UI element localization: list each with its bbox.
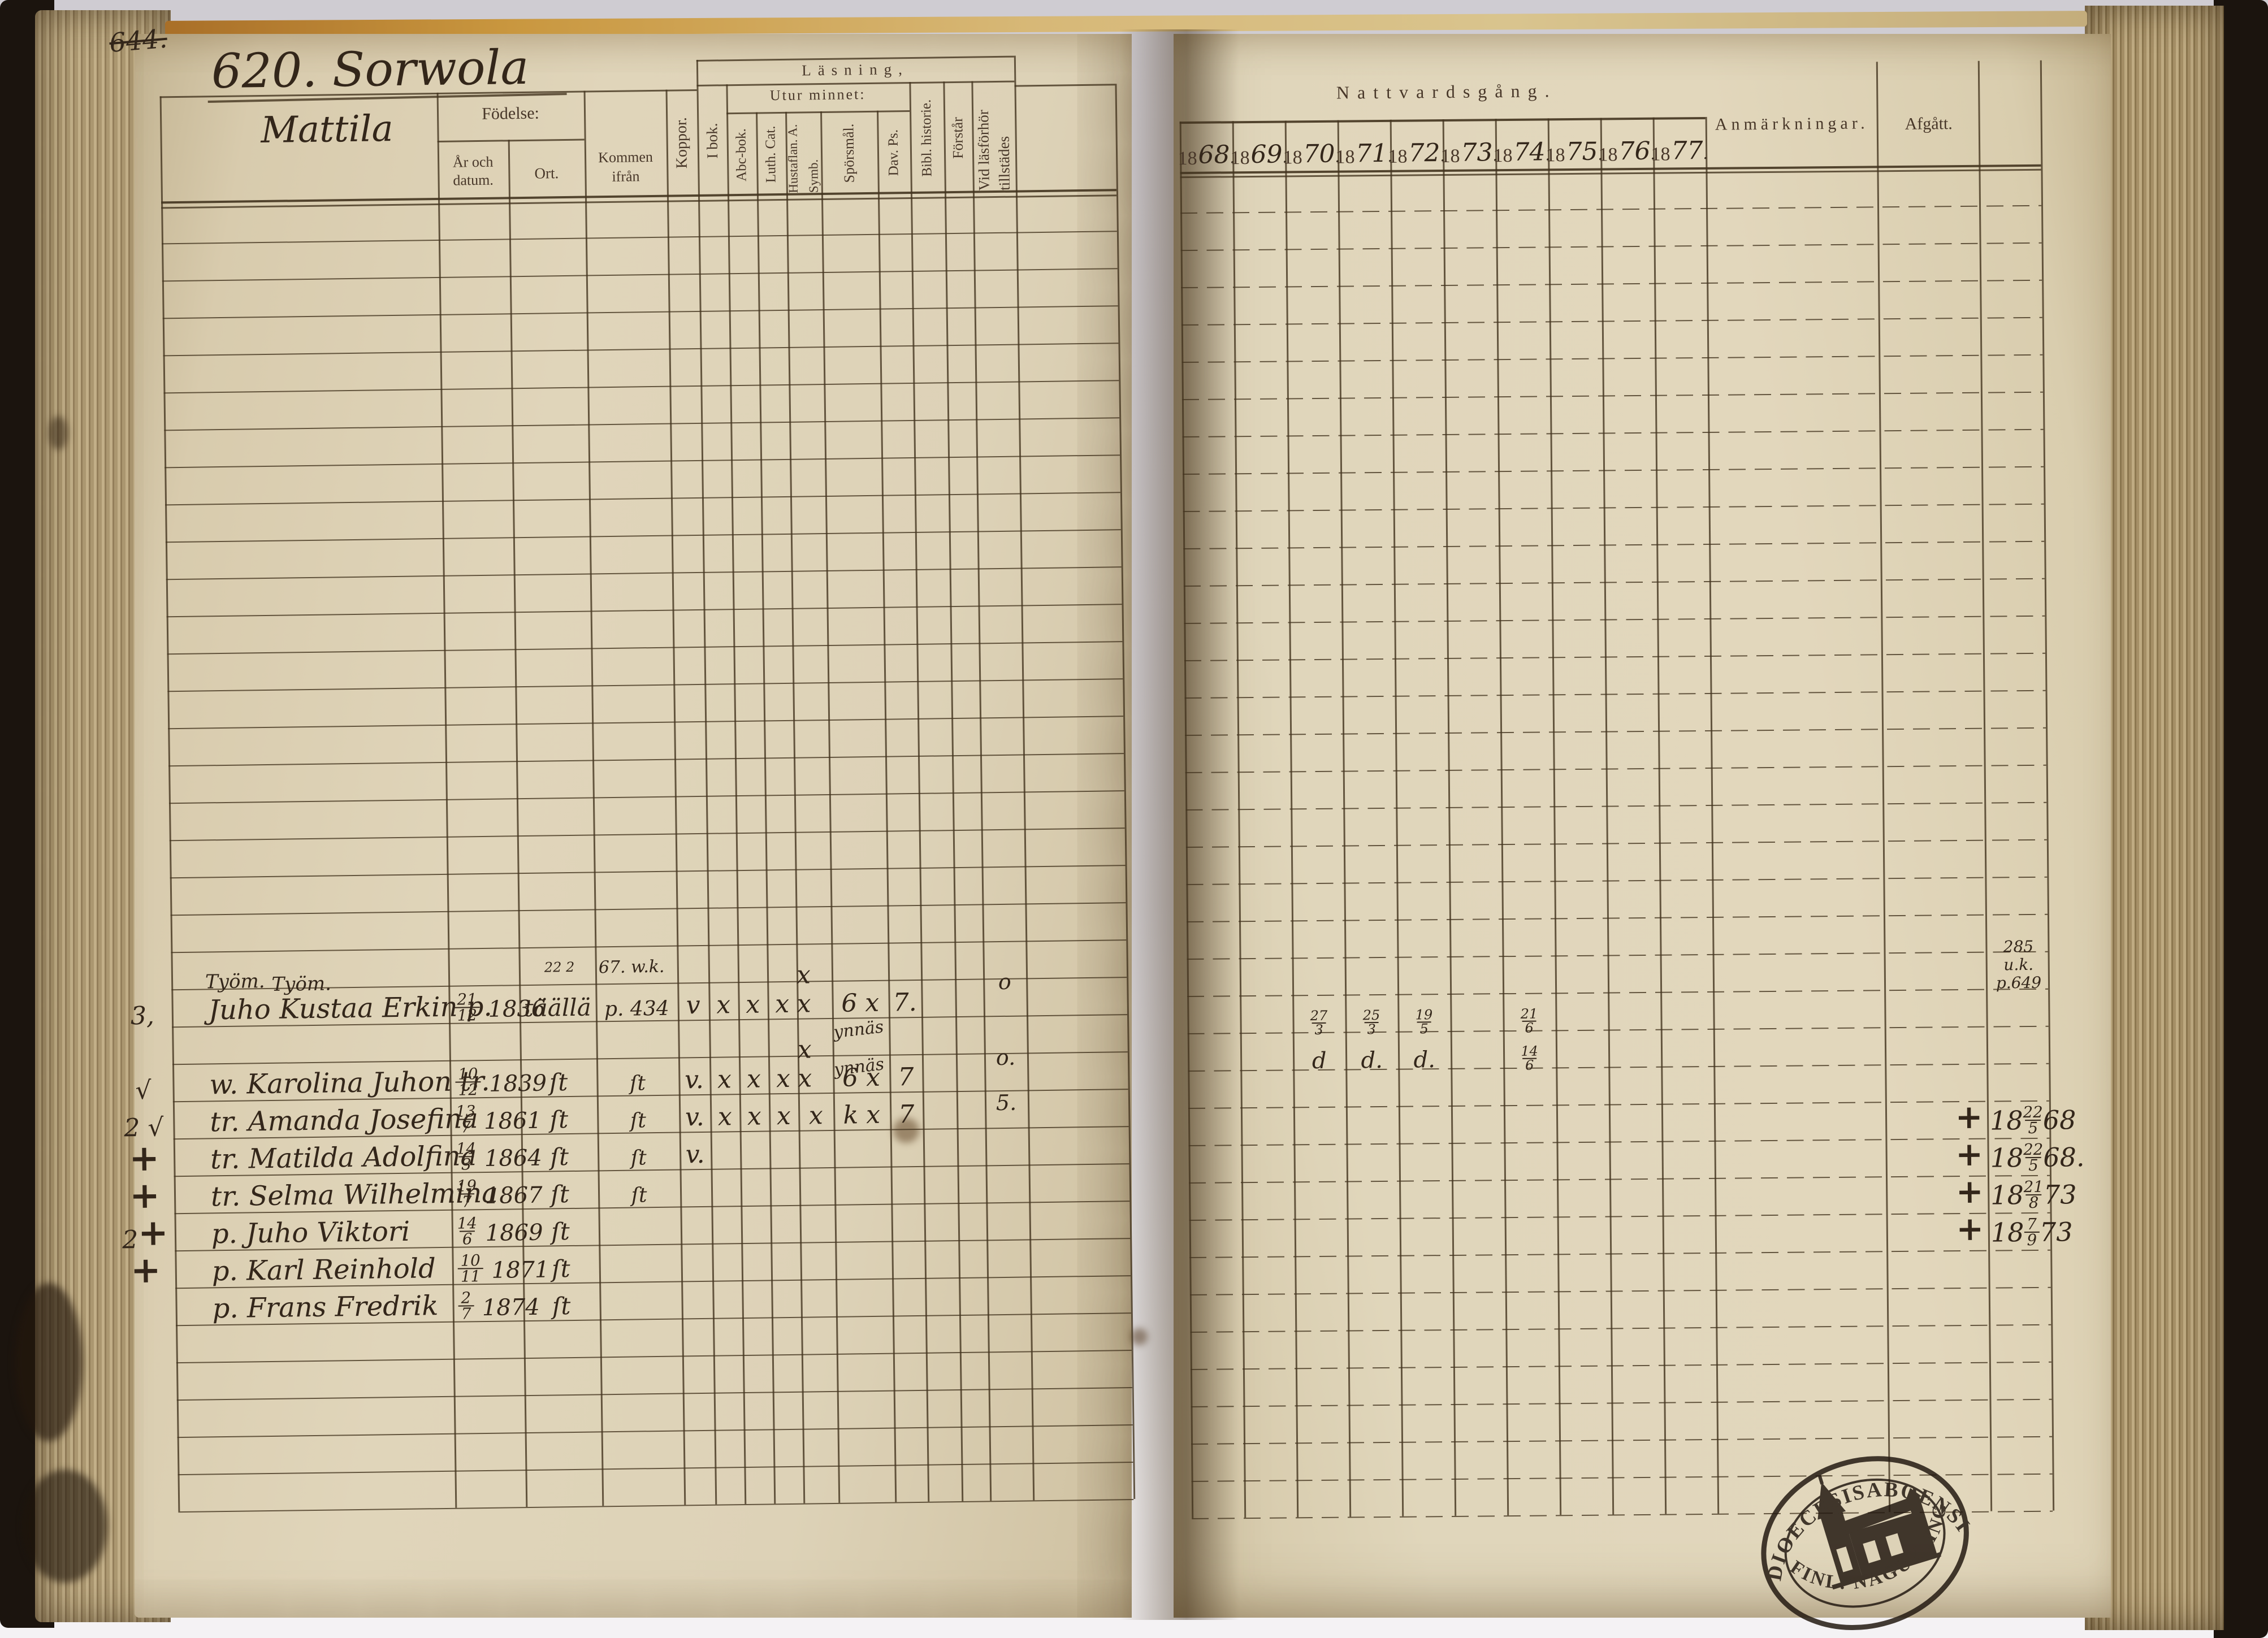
remarks-heading: Anmärkningar.: [1715, 114, 1869, 134]
grid-line: [1183, 466, 2044, 475]
grid-line: [1184, 615, 2045, 625]
grid-line: [1184, 652, 2045, 662]
grid-line: [1184, 690, 2046, 699]
communion-date: 14 6: [1521, 1043, 1538, 1074]
year-label: 18 68.: [1178, 140, 1235, 170]
grid-line: [1183, 578, 2045, 587]
death-cross: +: [1956, 1209, 1984, 1249]
grid-line: [1188, 1137, 2050, 1147]
ink-blot: [1131, 1328, 1148, 1345]
right-page: [1174, 34, 2111, 1618]
year-label: 18 77.: [1651, 136, 1708, 166]
departed-date: 18 22 5 68: [1989, 1102, 2076, 1137]
grid-line: [1189, 1249, 2051, 1258]
communion-date: d.: [1413, 1047, 1436, 1073]
grid-line: [1876, 62, 1891, 1513]
ink-smudge: [15, 1283, 83, 1441]
grid-line: [1183, 503, 2044, 513]
grid-line: [1185, 801, 2047, 811]
grid-line: [1181, 354, 2043, 363]
grid-line: [1705, 116, 1720, 1514]
church-icon: [1817, 1475, 1941, 1590]
communion-date: d: [1312, 1047, 1327, 1074]
grid-line: [1185, 764, 2046, 774]
grid-line: [1181, 317, 2042, 326]
grid-line: [1232, 121, 1246, 1518]
grid-line: [1190, 1361, 2051, 1370]
grid-line: [1189, 1212, 2050, 1221]
grid-line: [1187, 913, 2048, 923]
death-cross: +: [1955, 1172, 1984, 1211]
grid-line: [1191, 1398, 2052, 1407]
year-label: 18 73.: [1440, 138, 1497, 167]
grid-line: [1187, 951, 2048, 960]
grid-line: [1185, 727, 2046, 736]
grid-line: [1337, 120, 1352, 1517]
communion-date: d.: [1361, 1047, 1383, 1074]
grid-line: [1188, 1100, 2049, 1110]
departed-date: 18 21 8 73: [1990, 1177, 2077, 1212]
ink-smudge: [23, 1470, 107, 1583]
grid-line: [1190, 1324, 2051, 1333]
grid-line: [1183, 540, 2045, 550]
grid-line: [1181, 391, 2043, 401]
grid-line: [1181, 279, 2042, 289]
grid-line: [1189, 1286, 2051, 1295]
grid-line: [1182, 428, 2044, 438]
departed-note: 285 u.k. p.649: [1996, 937, 2042, 993]
grid-line: [1442, 119, 1457, 1516]
year-label: 18 71.: [1335, 138, 1392, 168]
grid-line: [1652, 117, 1667, 1514]
grid-line: [1977, 60, 1993, 1511]
grid-line: [1185, 839, 2047, 848]
grid-line: [1600, 118, 1615, 1515]
year-label: 18 70.: [1283, 139, 1340, 169]
grid-line: [1179, 122, 1194, 1518]
grid-line: [1180, 205, 2042, 214]
departed-date: 18 7 9 73: [1990, 1214, 2073, 1249]
year-label: 18 72.: [1388, 138, 1445, 168]
departed-heading: Afgått.: [1905, 114, 1953, 133]
grid-line: [2040, 60, 2055, 1511]
year-label: 18 75.: [1546, 137, 1603, 167]
communion-heading: Nattvardsgång.: [1336, 80, 1557, 103]
grid-line: [1547, 118, 1562, 1515]
departed-date: 18 22 5 68.: [1990, 1139, 2085, 1175]
grid-line: [1189, 1175, 2050, 1184]
year-label: 18 74.: [1493, 137, 1550, 167]
book-gutter: [1119, 29, 1239, 1620]
death-cross: +: [1955, 1097, 1983, 1137]
left-page: [135, 34, 1132, 1618]
grid-line: [1180, 242, 2042, 252]
ink-blot: [893, 1118, 919, 1143]
year-label: 18 69.: [1230, 140, 1287, 169]
grid-line: [1390, 119, 1404, 1516]
grid-line: [1186, 876, 2048, 886]
death-cross: +: [1955, 1134, 1984, 1174]
ink-smudge: [49, 416, 68, 450]
grid-line: [1284, 120, 1299, 1518]
year-label: 18 76.: [1598, 136, 1655, 166]
grid-line: [1495, 119, 1509, 1516]
